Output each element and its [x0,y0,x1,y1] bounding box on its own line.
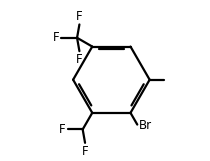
Text: Br: Br [139,119,152,132]
Text: F: F [76,9,83,23]
Text: F: F [59,123,66,136]
Text: F: F [52,31,59,44]
Text: F: F [76,53,83,66]
Text: F: F [82,145,88,158]
